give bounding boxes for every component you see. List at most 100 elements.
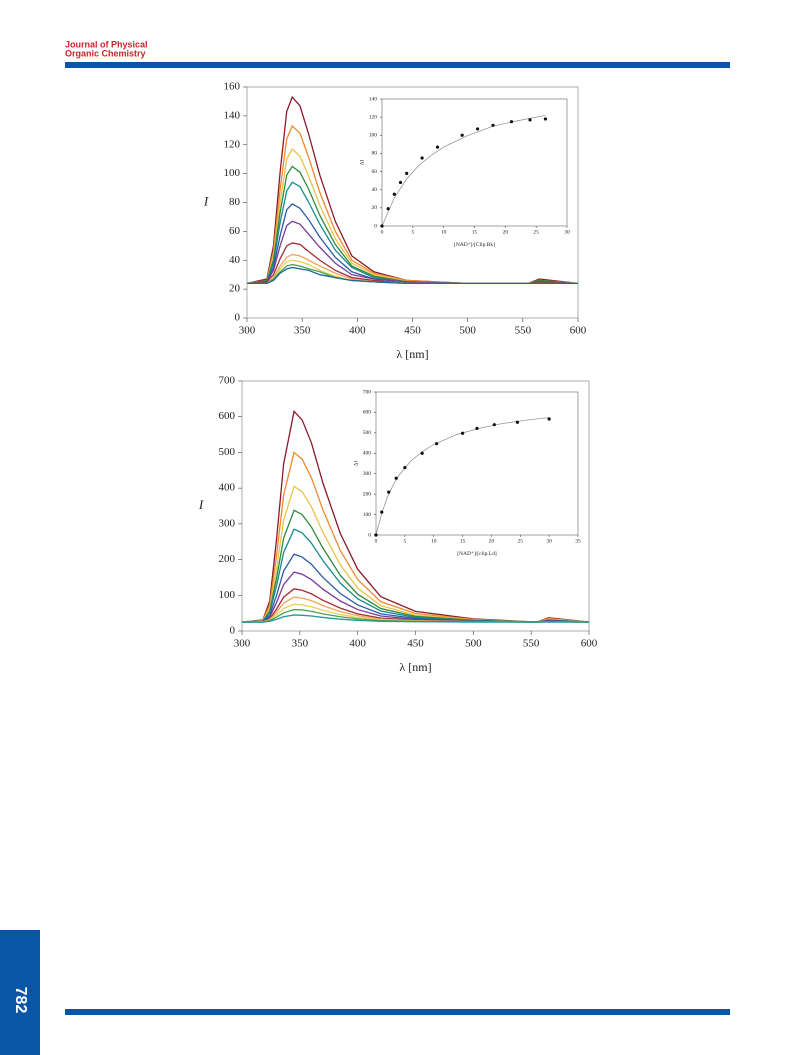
y-tick-label: 100 <box>224 167 241 179</box>
y-axis-label: ΔI <box>359 160 365 166</box>
y-axis-label: I <box>203 193 209 208</box>
data-point <box>491 123 495 127</box>
y-tick-label: 200 <box>363 491 372 497</box>
y-axis-label: ΔI <box>353 461 359 467</box>
y-tick-label: 200 <box>219 553 236 565</box>
x-tick-label: 25 <box>518 539 524 545</box>
y-tick-label: 600 <box>219 410 236 422</box>
y-tick-label: 100 <box>369 133 378 139</box>
y-tick-label: 100 <box>219 589 236 601</box>
data-point <box>394 476 398 480</box>
x-tick-label: 5 <box>411 230 414 236</box>
x-tick-label: 10 <box>431 539 437 545</box>
x-tick-label: 450 <box>407 637 424 649</box>
x-tick-label: 550 <box>515 324 532 336</box>
data-point <box>398 180 403 185</box>
page-tab <box>0 930 40 1055</box>
x-tick-label: 30 <box>564 230 570 236</box>
data-point <box>509 120 514 124</box>
data-point <box>543 117 548 121</box>
x-tick-label: 300 <box>239 324 256 336</box>
y-tick-label: 300 <box>363 471 372 477</box>
data-point <box>374 533 378 537</box>
y-tick-label: 700 <box>363 389 372 395</box>
y-tick-label: 60 <box>229 225 241 237</box>
x-tick-label: 600 <box>570 324 587 336</box>
footer-rule <box>65 1009 730 1015</box>
y-tick-label: 0 <box>368 532 371 538</box>
x-tick-label: 35 <box>575 539 581 545</box>
y-tick-label: 60 <box>372 169 378 175</box>
data-point <box>528 118 532 122</box>
x-tick-label: 15 <box>472 230 478 236</box>
x-tick-label: 450 <box>404 324 421 336</box>
y-tick-label: 40 <box>372 187 378 193</box>
x-tick-label: 350 <box>294 324 311 336</box>
y-tick-label: 140 <box>369 96 378 102</box>
y-tick-label: 160 <box>224 81 241 93</box>
y-tick-label: 700 <box>219 375 236 387</box>
data-point <box>475 127 480 131</box>
x-tick-label: 500 <box>465 637 482 649</box>
data-point <box>420 156 424 160</box>
y-tick-label: 400 <box>219 482 236 494</box>
x-axis-label: [NAD⁺]/[Clip.Bk] <box>454 241 495 248</box>
data-point <box>460 431 465 435</box>
y-tick-label: 40 <box>229 254 241 266</box>
plot-frame <box>381 98 568 227</box>
data-point <box>515 420 520 424</box>
data-point <box>380 510 384 514</box>
x-tick-label: 550 <box>523 637 540 649</box>
data-point <box>380 224 384 228</box>
x-axis-label: λ [nm] <box>399 660 431 674</box>
y-tick-label: 600 <box>363 410 372 416</box>
y-tick-label: 0 <box>374 223 377 229</box>
spectrum-line <box>242 614 589 623</box>
journal-title-line1: Journal of Physical <box>65 39 148 49</box>
y-tick-label: 0 <box>235 312 241 324</box>
y-tick-label: 20 <box>229 283 241 295</box>
x-tick-label: 500 <box>459 324 476 336</box>
data-point <box>460 133 464 137</box>
x-tick-label: 0 <box>381 230 384 236</box>
x-tick-label: 350 <box>292 637 309 649</box>
x-axis-label: [NAD⁺]/[clip.Ld] <box>457 550 497 557</box>
data-point <box>403 465 407 470</box>
data-point <box>492 423 496 427</box>
x-axis-label: λ [nm] <box>396 347 428 361</box>
y-tick-label: 80 <box>372 151 378 157</box>
header-rule <box>65 62 730 68</box>
x-tick-label: 30 <box>546 539 552 545</box>
y-tick-label: 400 <box>363 451 372 457</box>
fit-curve <box>381 114 546 227</box>
data-point <box>387 490 391 494</box>
y-axis-label: I <box>198 497 204 512</box>
data-point <box>405 171 409 175</box>
y-tick-label: 20 <box>372 205 378 211</box>
page-number: 782 <box>12 987 29 1014</box>
y-tick-label: 100 <box>363 512 372 518</box>
y-tick-label: 300 <box>219 517 236 529</box>
y-tick-label: 80 <box>229 196 241 208</box>
plot-frame <box>375 391 579 536</box>
y-tick-label: 120 <box>369 114 378 120</box>
x-tick-label: 25 <box>533 230 539 236</box>
x-tick-label: 400 <box>349 637 366 649</box>
x-tick-label: 15 <box>460 539 466 545</box>
data-point <box>475 426 479 430</box>
x-tick-label: 20 <box>489 539 495 545</box>
y-tick-label: 500 <box>219 446 236 458</box>
x-tick-label: 300 <box>234 637 251 649</box>
x-tick-label: 5 <box>403 539 406 545</box>
data-point <box>392 192 396 196</box>
y-tick-label: 500 <box>363 430 372 436</box>
x-tick-label: 20 <box>503 230 509 236</box>
journal-title-line2: Organic Chemistry <box>65 48 146 58</box>
y-tick-label: 120 <box>224 138 241 150</box>
data-point <box>435 145 440 149</box>
x-tick-label: 0 <box>375 539 378 545</box>
x-tick-label: 600 <box>581 637 598 649</box>
data-point <box>420 451 424 455</box>
data-point <box>435 442 439 446</box>
